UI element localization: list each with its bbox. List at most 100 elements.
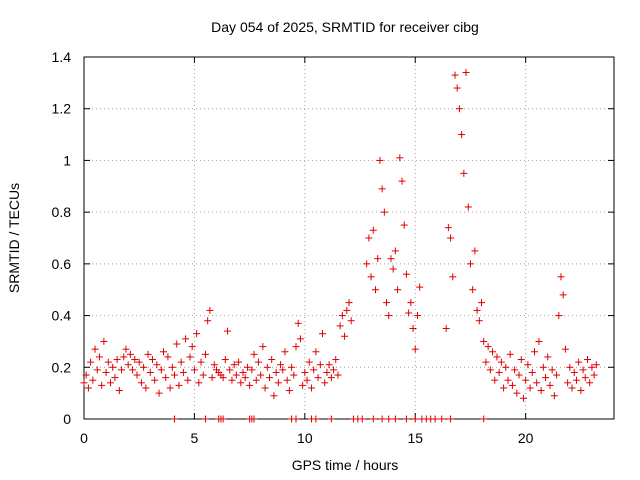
data-point <box>93 366 101 374</box>
data-point <box>500 384 508 392</box>
data-point <box>153 361 161 369</box>
data-point <box>389 265 397 273</box>
data-point <box>466 260 474 268</box>
data-point <box>285 387 293 395</box>
data-point <box>343 306 351 314</box>
data-point <box>526 384 534 392</box>
data-point <box>160 348 167 356</box>
data-point <box>201 415 209 423</box>
data-point <box>542 374 550 382</box>
data-point <box>142 384 150 392</box>
data-point <box>146 368 154 376</box>
data-point <box>283 376 291 384</box>
data-point <box>416 283 424 291</box>
data-point <box>210 361 218 369</box>
data-point <box>581 374 589 382</box>
grid-lines <box>84 57 614 419</box>
data-point <box>151 376 159 384</box>
data-point <box>458 131 466 139</box>
y-tick-label: 0.4 <box>52 308 72 324</box>
data-point <box>411 415 419 423</box>
data-point <box>204 317 212 325</box>
data-point <box>405 309 413 317</box>
data-point <box>374 255 382 263</box>
data-point <box>495 368 503 376</box>
data-point <box>537 387 545 395</box>
data-point <box>230 361 238 369</box>
data-point <box>87 358 95 366</box>
data-point <box>444 224 452 232</box>
data-point <box>129 366 137 374</box>
data-point <box>279 366 287 374</box>
data-point <box>473 306 481 314</box>
data-point <box>531 348 538 356</box>
data-point <box>378 185 386 193</box>
data-point <box>330 366 338 374</box>
data-point <box>232 371 240 379</box>
data-point <box>235 358 243 366</box>
data-point <box>296 335 304 343</box>
data-point <box>294 319 302 327</box>
data-point <box>383 299 391 307</box>
data-point <box>577 387 585 395</box>
data-point <box>524 361 532 369</box>
data-point <box>126 350 134 358</box>
data-point <box>544 353 552 361</box>
x-tick-label: 15 <box>407 430 423 446</box>
data-point <box>274 379 282 387</box>
data-point <box>137 379 145 387</box>
data-point <box>316 361 324 369</box>
data-point <box>369 226 377 234</box>
data-point <box>175 381 183 389</box>
data-point <box>118 366 126 374</box>
data-point <box>248 366 256 374</box>
data-point <box>292 415 300 423</box>
plot-frame <box>83 56 615 420</box>
data-point <box>385 415 393 423</box>
data-point <box>259 343 267 351</box>
data-point <box>133 371 141 379</box>
data-point <box>345 299 353 307</box>
data-point <box>321 379 329 387</box>
data-point <box>144 350 152 358</box>
data-point <box>323 368 331 376</box>
data-point <box>493 353 501 361</box>
data-point <box>305 358 313 366</box>
x-tick-label: 0 <box>80 430 88 446</box>
data-point <box>400 221 408 229</box>
data-point <box>363 260 371 268</box>
data-point <box>586 379 594 387</box>
data-point <box>252 376 260 384</box>
data-point <box>250 415 258 423</box>
data-point <box>224 327 232 335</box>
data-point <box>508 381 516 389</box>
data-point <box>193 330 201 338</box>
data-point <box>462 69 470 77</box>
data-point <box>486 366 494 374</box>
data-point <box>195 379 203 387</box>
data-point <box>109 363 117 371</box>
data-point <box>519 394 527 402</box>
data-point <box>261 384 269 392</box>
data-point <box>367 273 375 281</box>
data-point <box>550 392 558 400</box>
data-point <box>268 356 276 364</box>
data-point <box>113 356 121 364</box>
data-point <box>292 343 300 351</box>
data-point <box>471 247 479 255</box>
data-point <box>197 358 205 366</box>
data-point <box>219 415 227 423</box>
data-point <box>162 374 170 382</box>
data-point <box>460 169 468 177</box>
data-point <box>515 371 523 379</box>
data-point <box>263 363 271 371</box>
data-point <box>182 335 190 343</box>
data-point <box>303 376 311 384</box>
data-point <box>387 255 395 263</box>
data-point <box>559 291 567 299</box>
data-point <box>334 371 342 379</box>
data-point <box>413 312 421 320</box>
data-point <box>199 371 207 379</box>
data-point <box>237 379 245 387</box>
